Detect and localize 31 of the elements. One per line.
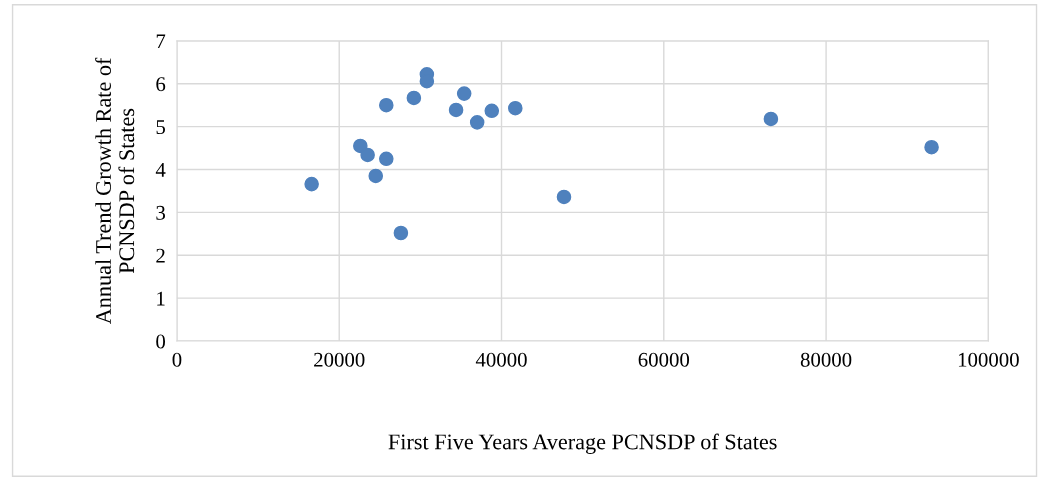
y-tick-label: 7	[156, 34, 166, 49]
point	[406, 90, 422, 106]
point	[393, 225, 409, 241]
x-tick-label: 80000	[800, 352, 852, 367]
point	[304, 176, 319, 192]
point	[456, 86, 472, 101]
point	[469, 115, 485, 130]
x-tick-label: 100000	[958, 352, 1019, 367]
y-tick-label: 2	[156, 248, 165, 263]
point	[924, 139, 939, 155]
point	[556, 189, 572, 205]
x-tick-label: 20000	[314, 352, 365, 367]
x-axis-title: First Five Years Average PCNSDP of States	[388, 433, 777, 454]
point	[379, 151, 394, 167]
y-axis-title: Annual Trend Growth Rate of PCNSDP of States	[95, 57, 135, 325]
point	[508, 100, 523, 116]
point	[379, 97, 394, 113]
y-tick-label: 1	[157, 291, 165, 306]
x-tick-label: 40000	[475, 352, 527, 367]
y-tick-label: 5	[156, 120, 166, 135]
point	[763, 111, 779, 127]
point	[360, 147, 375, 163]
point	[448, 102, 464, 118]
y-tick-label: 0	[156, 334, 166, 349]
y-tick-label: 6	[156, 77, 166, 92]
y-tick-label: 3	[156, 205, 166, 220]
point	[484, 103, 500, 119]
y-tick-label: 4	[155, 163, 166, 177]
x-tick-label: 0	[172, 352, 182, 367]
x-tick-label: 60000	[638, 352, 690, 367]
point	[368, 168, 384, 184]
